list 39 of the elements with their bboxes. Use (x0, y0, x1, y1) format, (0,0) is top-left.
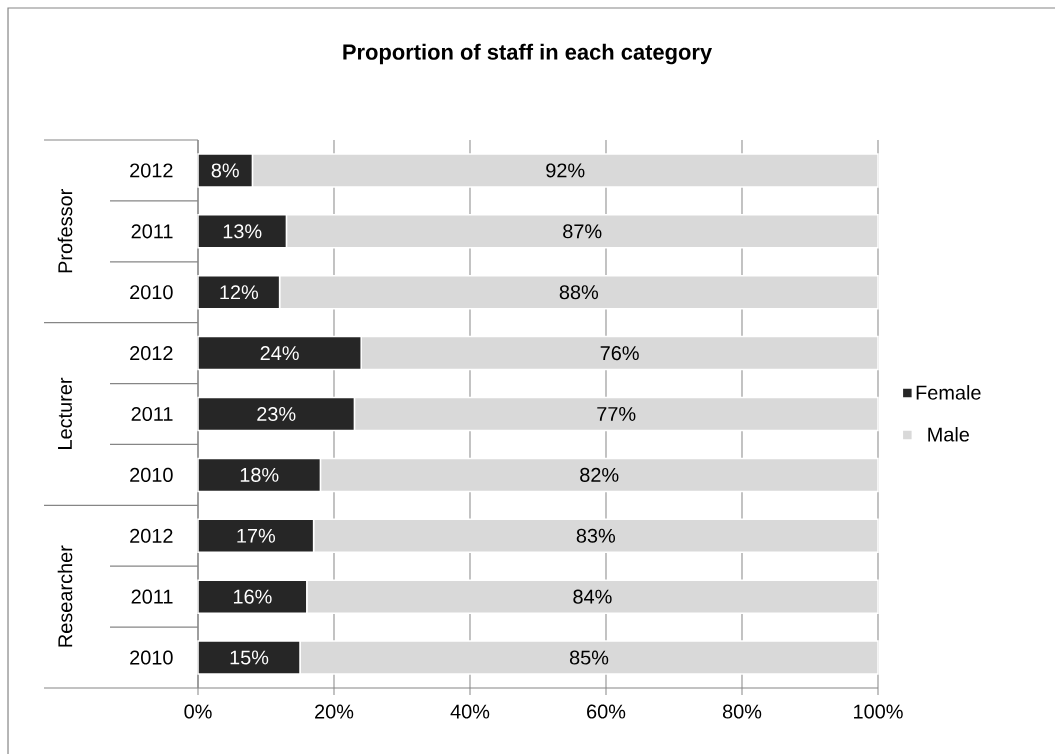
x-tick-label: 20% (315, 704, 354, 719)
data-label: 83% (576, 528, 616, 543)
text: Researcher (57, 545, 73, 647)
legend-label: Female (916, 385, 981, 400)
data-label: 8% (211, 163, 239, 178)
data-label: 23% (257, 406, 296, 422)
data-label: 85% (569, 650, 609, 665)
y-tick-label: 2012 (130, 528, 173, 543)
y-tick-label: 2011 (131, 589, 173, 604)
y-tick-label: 2010 (130, 467, 173, 482)
y-tick-label: 2011 (131, 224, 173, 239)
text: Professor (57, 189, 73, 273)
data-label: 76% (600, 346, 639, 361)
x-tick-label: 0% (184, 704, 212, 719)
data-label: 13% (223, 224, 262, 239)
data-label: 16% (233, 589, 272, 604)
data-label: 12% (220, 285, 259, 300)
y-tick-label: 2012 (130, 163, 173, 178)
data-label: 18% (240, 467, 279, 482)
y-tick-label: 2010 (130, 650, 173, 665)
data-label: 17% (237, 528, 276, 543)
data-label: 82% (580, 467, 619, 482)
legend-label: Male (928, 426, 969, 442)
data-label: 87% (563, 224, 602, 239)
data-label: 15% (230, 650, 269, 665)
data-label: 88% (559, 285, 599, 300)
data-label: 77% (597, 407, 636, 421)
text: Lecturer (58, 377, 72, 449)
x-tick-label: 60% (587, 704, 626, 719)
y-tick-label: 2010 (130, 285, 173, 300)
x-tick-label: 80% (722, 704, 762, 719)
y-tick-label: 2011 (131, 406, 173, 422)
data-label: 92% (546, 163, 585, 178)
x-tick-label: 40% (450, 704, 490, 719)
data-label: 84% (573, 589, 612, 604)
data-label: 24% (260, 346, 299, 361)
chart-title: Proportion of staff in each category (343, 43, 712, 65)
y-tick-label: 2012 (130, 346, 173, 361)
x-tick-label: 100% (854, 704, 903, 719)
